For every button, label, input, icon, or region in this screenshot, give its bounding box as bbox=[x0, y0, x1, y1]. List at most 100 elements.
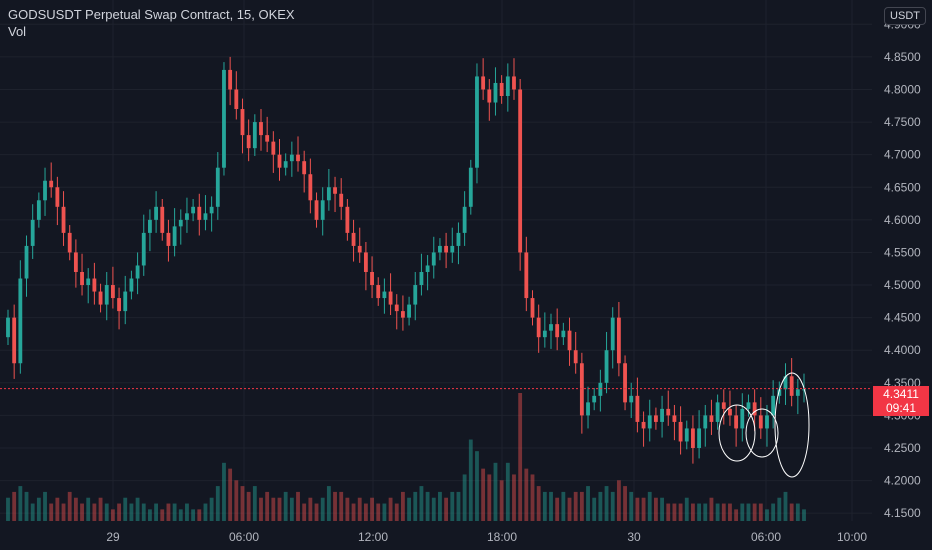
candle-body bbox=[203, 213, 208, 220]
candle-body bbox=[382, 291, 387, 299]
volume-bar bbox=[555, 497, 560, 521]
candle-body bbox=[394, 304, 399, 312]
volume-bar bbox=[542, 491, 547, 521]
candle-body bbox=[271, 141, 276, 155]
volume-bar bbox=[357, 497, 362, 521]
candle-body bbox=[289, 154, 294, 162]
volume-bar bbox=[401, 491, 405, 521]
volume-bar bbox=[481, 468, 486, 521]
volume-bar bbox=[783, 491, 788, 521]
candle-body bbox=[758, 415, 763, 429]
time-tick-label: 29 bbox=[106, 530, 120, 544]
volume-indicator-label[interactable]: Vol bbox=[8, 24, 27, 39]
price-tick-label: 4.8000 bbox=[884, 82, 921, 96]
volume-bar bbox=[524, 468, 529, 521]
volume-bar bbox=[394, 503, 399, 521]
bar-countdown: 09:41 bbox=[885, 401, 917, 415]
candle-body bbox=[314, 200, 319, 220]
volume-bar bbox=[728, 503, 732, 521]
candle-body bbox=[610, 317, 615, 351]
candle-body bbox=[401, 311, 405, 318]
symbol-title[interactable]: GODSUSDT Perpetual Swap Contract, 15, OK… bbox=[8, 7, 295, 22]
candle-body bbox=[765, 415, 769, 429]
volume-bar bbox=[222, 462, 226, 521]
candle-body bbox=[61, 206, 66, 233]
candle-body bbox=[209, 206, 214, 214]
volume-bar bbox=[154, 503, 159, 521]
candle-body bbox=[691, 428, 695, 448]
candle-body bbox=[524, 252, 529, 299]
volume-bar bbox=[36, 497, 41, 521]
candle-body bbox=[746, 402, 751, 409]
candle-body bbox=[419, 271, 424, 286]
candle-body bbox=[265, 135, 270, 142]
candle-body bbox=[148, 219, 152, 233]
volume-bar bbox=[55, 497, 60, 521]
candle-body bbox=[259, 122, 263, 136]
volume-bar bbox=[616, 480, 621, 521]
volume-bar bbox=[160, 509, 165, 521]
candle-body bbox=[43, 180, 47, 201]
volume-bar bbox=[493, 462, 498, 521]
volume-bar bbox=[758, 503, 763, 521]
candle-body bbox=[795, 389, 800, 396]
candle-body bbox=[67, 232, 72, 253]
time-tick-label: 12:00 bbox=[358, 530, 388, 544]
volume-bar bbox=[653, 497, 658, 521]
candle-body bbox=[567, 330, 572, 351]
currency-button[interactable]: USDT bbox=[884, 7, 926, 25]
volume-bar bbox=[752, 503, 757, 521]
volume-bar bbox=[67, 491, 72, 521]
candle-body bbox=[586, 402, 590, 416]
candle-body bbox=[468, 167, 473, 207]
volume-bar bbox=[703, 503, 708, 521]
price-tick-label: 4.1500 bbox=[884, 506, 921, 520]
volume-bar bbox=[376, 503, 381, 521]
candle-body bbox=[73, 252, 78, 272]
volume-bar bbox=[80, 503, 84, 521]
volume-bar bbox=[320, 497, 325, 521]
price-tick-label: 4.2000 bbox=[884, 474, 921, 488]
candle-body bbox=[481, 76, 486, 90]
volume-bar bbox=[185, 503, 189, 521]
volume-bar bbox=[388, 497, 393, 521]
candle-body bbox=[141, 232, 146, 266]
candle-body bbox=[228, 69, 233, 90]
price-axis: 4.90004.85004.80004.75004.70004.65004.60… bbox=[872, 0, 932, 550]
drawing-annotations bbox=[718, 372, 810, 478]
volume-bar bbox=[487, 474, 492, 521]
candle-body bbox=[413, 285, 418, 305]
volume-bar bbox=[499, 480, 504, 521]
candle-body bbox=[123, 291, 128, 312]
volume-bar bbox=[339, 491, 344, 521]
price-tick-label: 4.7500 bbox=[884, 115, 921, 129]
volume-bar bbox=[326, 486, 331, 521]
candle-body bbox=[660, 408, 664, 422]
candle-body bbox=[104, 285, 109, 305]
volume-bar bbox=[734, 509, 739, 521]
volume-bar bbox=[561, 491, 566, 521]
volume-bar bbox=[746, 503, 751, 521]
candle-body bbox=[320, 200, 325, 220]
candle-body bbox=[542, 330, 547, 338]
candle-body bbox=[493, 82, 498, 103]
volume-bar bbox=[740, 503, 745, 521]
volume-bar bbox=[573, 491, 578, 521]
candle-body bbox=[55, 187, 60, 207]
candle-body bbox=[573, 350, 578, 364]
volume-bar bbox=[252, 486, 257, 521]
price-tick-label: 4.6000 bbox=[884, 213, 921, 227]
volume-bar bbox=[623, 486, 627, 521]
volume-bar bbox=[49, 503, 54, 521]
volume-bar bbox=[444, 497, 449, 521]
candle-body bbox=[370, 271, 374, 286]
volume-bar bbox=[259, 497, 263, 521]
price-tick-label: 4.4500 bbox=[884, 311, 921, 325]
candle-body bbox=[715, 402, 720, 422]
volume-bar bbox=[92, 503, 97, 521]
volume-bar bbox=[228, 468, 233, 521]
volume-bar bbox=[191, 509, 196, 521]
volume-bar bbox=[24, 491, 29, 521]
candle-body bbox=[536, 317, 541, 338]
